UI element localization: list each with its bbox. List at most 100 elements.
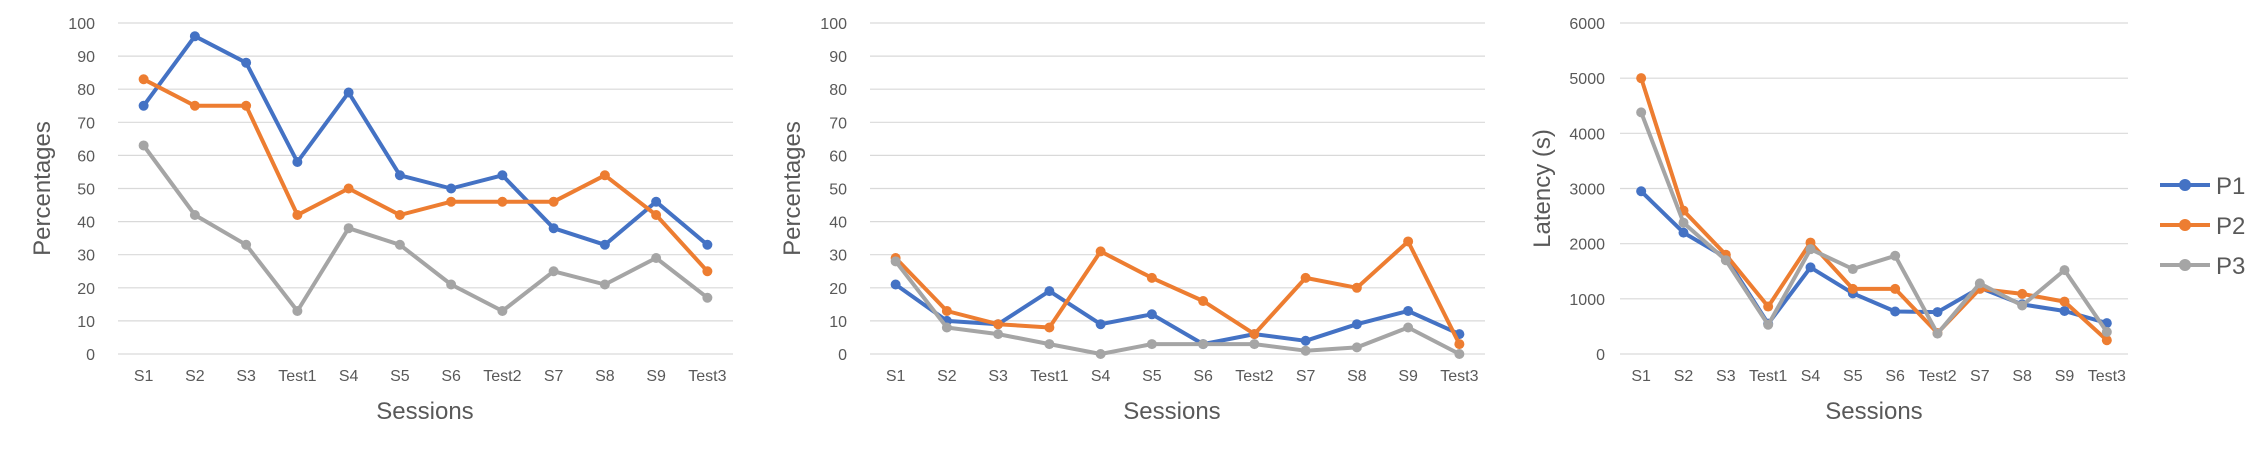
data-point-p3 bbox=[292, 305, 303, 316]
data-point-p3 bbox=[1403, 322, 1414, 333]
x-tick-label-s1: S1 bbox=[134, 368, 154, 385]
data-point-p3 bbox=[1636, 107, 1647, 118]
data-point-p2 bbox=[1454, 339, 1465, 350]
y-tick-label: 1000 bbox=[1569, 292, 1605, 309]
data-point-p1 bbox=[1890, 306, 1901, 317]
data-point-p3 bbox=[2017, 300, 2028, 311]
data-point-p2 bbox=[548, 196, 559, 207]
x-axis-title: Sessions bbox=[376, 398, 473, 425]
data-point-p1 bbox=[1636, 186, 1647, 197]
data-point-p1 bbox=[1146, 309, 1157, 320]
y-tick-label: 40 bbox=[77, 215, 95, 232]
data-point-p2 bbox=[343, 183, 354, 194]
data-point-p2 bbox=[1890, 283, 1901, 294]
data-point-p2 bbox=[1198, 296, 1209, 307]
x-tick-label-s8: S8 bbox=[1347, 368, 1367, 385]
data-point-p1 bbox=[189, 31, 200, 42]
x-tick-label-s4: S4 bbox=[1091, 368, 1111, 385]
y-tick-label: 50 bbox=[77, 182, 95, 199]
y-tick-label: 30 bbox=[77, 248, 95, 265]
x-tick-label-s7: S7 bbox=[544, 368, 564, 385]
x-tick-label-s5: S5 bbox=[1843, 368, 1863, 385]
data-point-p2 bbox=[2017, 288, 2028, 299]
data-point-p3 bbox=[2101, 326, 2112, 337]
legend-marker-p3 bbox=[2179, 259, 2191, 271]
x-tick-label-s8: S8 bbox=[595, 368, 615, 385]
data-point-p2 bbox=[2059, 296, 2070, 307]
chart-panel-latency-right: 0 1000 2000 3000 4000 5000 6000 S1 S2 S3 Test1 S4 S5… bbox=[1529, 16, 2128, 425]
data-point-p1 bbox=[394, 170, 405, 181]
data-point-p3 bbox=[138, 140, 149, 151]
x-tick-label-s8: S8 bbox=[2012, 368, 2032, 385]
data-point-p3 bbox=[1763, 319, 1774, 330]
data-point-p3 bbox=[548, 266, 559, 277]
x-tick-label-s6: S6 bbox=[441, 368, 461, 385]
x-tick-label-s7: S7 bbox=[1296, 368, 1316, 385]
series-line-p2 bbox=[1639, 76, 2109, 343]
legend-label-p1: P1 bbox=[2216, 173, 2245, 200]
data-point-p2 bbox=[1351, 282, 1362, 293]
x-tick-label-s5: S5 bbox=[1142, 368, 1162, 385]
legend-marker-p1 bbox=[2179, 179, 2191, 191]
data-point-p3 bbox=[1249, 339, 1260, 350]
y-tick-label: 80 bbox=[77, 82, 95, 99]
data-point-p2 bbox=[1146, 272, 1157, 283]
series-line-p2 bbox=[141, 77, 710, 274]
data-point-p2 bbox=[394, 209, 405, 220]
y-tick-label: 20 bbox=[829, 281, 847, 298]
y-tick-label: 40 bbox=[829, 215, 847, 232]
x-axis-title: Sessions bbox=[1123, 398, 1220, 425]
data-point-p2 bbox=[497, 196, 508, 207]
data-point-p2 bbox=[1636, 73, 1647, 84]
data-point-p3 bbox=[241, 239, 252, 250]
y-axis-title: Latency (s) bbox=[1529, 129, 1556, 248]
data-point-p1 bbox=[1932, 307, 1943, 318]
data-point-p3 bbox=[1095, 349, 1106, 359]
data-point-p3 bbox=[1454, 349, 1465, 359]
y-tick-label: 10 bbox=[829, 314, 847, 331]
x-tick-label-test3: Test3 bbox=[2088, 368, 2126, 385]
data-point-p3 bbox=[1044, 339, 1055, 350]
data-point-p2 bbox=[138, 74, 149, 85]
y-tick-label: 3000 bbox=[1569, 182, 1605, 199]
y-tick-label: 0 bbox=[1596, 347, 1605, 364]
x-tick-label-test2: Test2 bbox=[1235, 368, 1273, 385]
data-point-p2 bbox=[446, 196, 457, 207]
data-point-p3 bbox=[2059, 265, 2070, 276]
x-tick-label-s3: S3 bbox=[1716, 368, 1736, 385]
y-tick-label: 0 bbox=[838, 347, 847, 364]
data-point-p3 bbox=[1890, 250, 1901, 261]
y-tick-label: 60 bbox=[829, 148, 847, 165]
y-tick-label: 100 bbox=[820, 16, 847, 33]
data-point-p1 bbox=[702, 239, 713, 250]
data-point-p2 bbox=[1847, 283, 1858, 294]
data-point-p2 bbox=[189, 100, 200, 111]
y-tick-label: 0 bbox=[86, 347, 95, 364]
data-point-p1 bbox=[497, 170, 508, 181]
legend-marker-p2 bbox=[2179, 219, 2191, 231]
data-point-p2 bbox=[941, 305, 952, 316]
data-point-p3 bbox=[189, 209, 200, 220]
series-line-p2 bbox=[893, 239, 1462, 347]
y-tick-label: 50 bbox=[829, 182, 847, 199]
x-tick-label-s2: S2 bbox=[937, 368, 957, 385]
y-tick-label: 20 bbox=[77, 281, 95, 298]
x-tick-label-s5: S5 bbox=[390, 368, 410, 385]
data-point-p2 bbox=[1249, 329, 1260, 340]
data-point-p3 bbox=[1974, 278, 1985, 289]
data-point-p3 bbox=[890, 256, 901, 267]
data-point-p2 bbox=[599, 170, 610, 181]
data-point-p3 bbox=[1932, 328, 1943, 339]
series-line-p1 bbox=[1639, 189, 2109, 326]
data-point-p1 bbox=[241, 57, 252, 68]
x-tick-label-s7: S7 bbox=[1970, 368, 1990, 385]
x-axis-title: Sessions bbox=[1825, 398, 1922, 425]
y-tick-label: 80 bbox=[829, 82, 847, 99]
x-tick-label-test3: Test3 bbox=[1440, 368, 1478, 385]
data-point-p1 bbox=[292, 157, 303, 168]
data-point-p3 bbox=[941, 322, 952, 333]
x-tick-label-s1: S1 bbox=[886, 368, 906, 385]
data-point-p1 bbox=[1300, 335, 1311, 346]
y-tick-label: 90 bbox=[77, 49, 95, 66]
x-tick-label-s9: S9 bbox=[1398, 368, 1418, 385]
